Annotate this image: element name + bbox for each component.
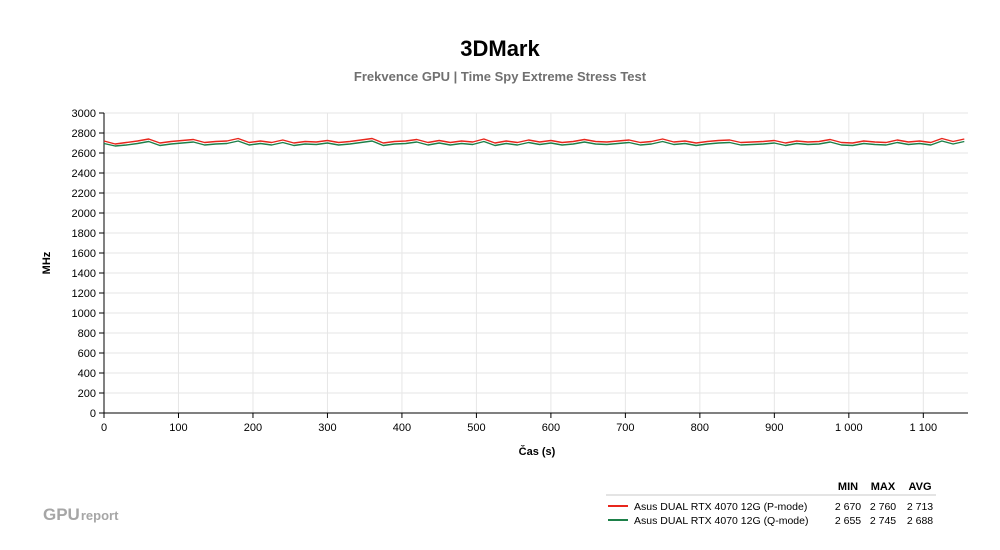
x-tick-label: 500: [467, 422, 485, 434]
y-tick-label: 1600: [72, 248, 96, 260]
grid: [104, 112, 968, 413]
y-tick-label: 1200: [72, 288, 96, 300]
gpureport-logo: GPUreport: [43, 505, 119, 524]
legend-max-q-mode: 2 745: [870, 515, 896, 527]
x-axis-ticks: 0 100 200 300 400 500 600 700 800 900 1 000 1 100: [101, 413, 937, 434]
legend-avg-q-mode: 2 688: [907, 515, 933, 527]
series-lines: [103, 137, 965, 147]
series-line-q-mode: [103, 140, 965, 147]
y-axis-title: MHz: [41, 251, 53, 274]
x-axis-title: Čas (s): [519, 445, 556, 458]
series-line-p-mode: [103, 137, 965, 145]
x-tick-label: 700: [616, 422, 634, 434]
logo-gpu-text: GPU: [43, 505, 80, 524]
y-tick-label: 1000: [72, 308, 96, 320]
logo-report-text: report: [81, 508, 119, 523]
x-tick-label: 800: [691, 422, 709, 434]
x-tick-label: 200: [244, 422, 262, 434]
y-tick-label: 2600: [72, 148, 96, 160]
x-tick-label: 600: [542, 422, 560, 434]
y-tick-label: 2000: [72, 208, 96, 220]
x-tick-label: 100: [169, 422, 187, 434]
x-tick-label: 1 000: [835, 422, 863, 434]
legend: MIN MAX AVG Asus DUAL RTX 4070 12G (P-mo…: [606, 481, 936, 527]
legend-header-min: MIN: [838, 481, 858, 493]
y-tick-label: 2200: [72, 188, 96, 200]
y-tick-label: 1800: [72, 228, 96, 240]
legend-min-q-mode: 2 655: [835, 515, 861, 527]
legend-header-avg: AVG: [908, 481, 931, 493]
y-tick-label: 200: [78, 388, 96, 400]
chart-title: 3DMark: [460, 36, 540, 61]
x-tick-label: 400: [393, 422, 411, 434]
y-axis-ticks: 0 200 400 600 800 1000 1200 1400 1600 1800 2000 220…: [72, 108, 104, 420]
legend-avg-p-mode: 2 713: [907, 501, 933, 513]
y-tick-label: 400: [78, 368, 96, 380]
chart-subtitle: Frekvence GPU | Time Spy Extreme Stress …: [354, 69, 647, 84]
x-tick-label: 300: [318, 422, 336, 434]
y-tick-label: 600: [78, 348, 96, 360]
legend-label-p-mode: Asus DUAL RTX 4070 12G (P-mode): [634, 501, 807, 513]
y-tick-label: 0: [90, 408, 96, 420]
y-tick-label: 2800: [72, 128, 96, 140]
y-tick-label: 2400: [72, 168, 96, 180]
y-tick-label: 1400: [72, 268, 96, 280]
y-tick-label: 800: [78, 328, 96, 340]
legend-min-p-mode: 2 670: [835, 501, 861, 513]
legend-max-p-mode: 2 760: [870, 501, 896, 513]
legend-header-max: MAX: [871, 481, 896, 493]
y-tick-label: 3000: [72, 108, 96, 120]
x-tick-label: 0: [101, 422, 107, 434]
x-tick-label: 900: [765, 422, 783, 434]
legend-label-q-mode: Asus DUAL RTX 4070 12G (Q-mode): [634, 515, 809, 527]
x-tick-label: 1 100: [910, 422, 938, 434]
